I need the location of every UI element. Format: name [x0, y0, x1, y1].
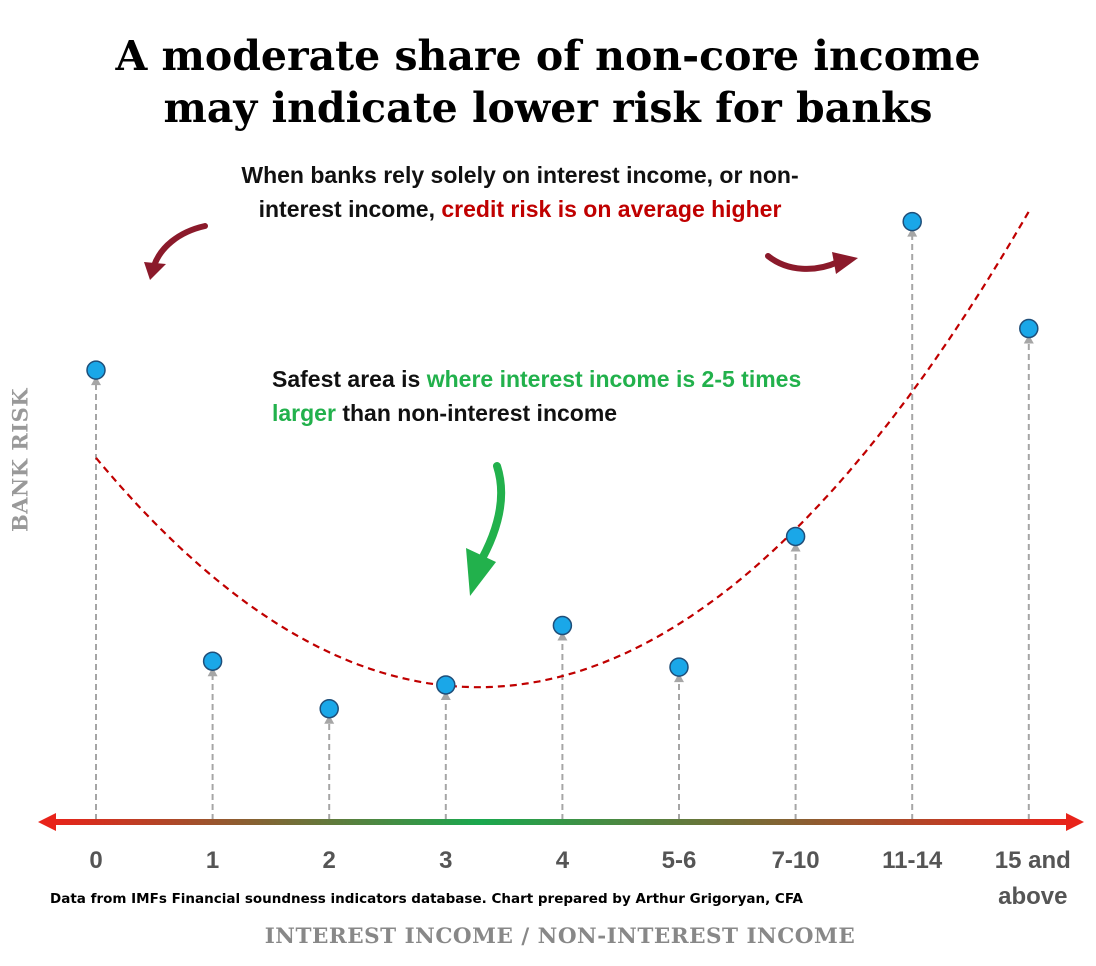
- x-axis-label: INTEREST INCOME / NON-INTEREST INCOME: [264, 924, 856, 949]
- drop-line-arrow: [674, 673, 684, 683]
- drop-line-arrow: [91, 376, 101, 386]
- chart-title-line-1: A moderate share of non-core income: [115, 32, 981, 80]
- annotation-safest-area: Safest area is where interest income is …: [272, 362, 832, 430]
- drop-line-arrow: [440, 690, 451, 700]
- chart-title: A moderate share of non-core income may …: [0, 30, 1096, 134]
- x-tick-label: 4: [555, 847, 570, 874]
- trendline: [95, 210, 1030, 689]
- chart-title-line-2: may indicate lower risk for banks: [163, 84, 933, 132]
- curved-arrow-down-head: [466, 548, 496, 596]
- annotation-credit-risk-highlight: credit risk is on average higher: [441, 196, 782, 222]
- drop-line-arrow: [207, 667, 218, 677]
- annotation-safest-area-text: Safest area is: [272, 366, 427, 392]
- y-axis-label: BANK RISK: [7, 388, 33, 532]
- data-point: [552, 615, 573, 636]
- data-point: [669, 657, 689, 677]
- drop-line-arrow: [557, 631, 568, 641]
- x-tick-label: 0: [89, 847, 103, 874]
- x-tick-label: 2: [322, 847, 336, 874]
- curved-arrow-right: [765, 253, 841, 272]
- drop-line-arrow: [907, 227, 918, 237]
- annotation-safest-area-text-end: than non-interest income: [335, 400, 618, 426]
- curved-arrow-right-head: [832, 252, 858, 274]
- curved-arrow-down: [474, 462, 506, 570]
- x-tick-label: 1: [205, 847, 220, 874]
- data-point: [202, 651, 223, 671]
- annotation-credit-risk: When banks rely solely on interest incom…: [240, 158, 800, 226]
- x-tick-label: 5-6: [661, 847, 697, 874]
- annotation-safest-area-highlight: where interest income is 2-5 times large…: [272, 366, 802, 426]
- data-point: [785, 526, 806, 547]
- data-point: [1019, 318, 1039, 339]
- source-note: Data from IMFs Financial soundness indic…: [50, 891, 803, 907]
- x-axis-arrow-left: [38, 813, 56, 831]
- curved-arrow-left-head: [144, 262, 166, 280]
- x-axis-line: [52, 819, 1070, 825]
- data-point: [319, 698, 339, 719]
- data-point: [436, 675, 456, 695]
- drop-line-arrow: [1023, 334, 1034, 344]
- data-point: [902, 211, 922, 232]
- curved-arrow-left: [151, 223, 208, 269]
- drop-line-arrow: [324, 714, 335, 724]
- x-tick-label: 15 and above: [994, 847, 1071, 910]
- x-tick-label: 3: [439, 847, 453, 874]
- data-point: [86, 360, 106, 380]
- annotation-credit-risk-text: When banks rely solely on interest incom…: [241, 162, 799, 222]
- x-tick-label: 7-10: [771, 847, 820, 874]
- drop-line-arrow: [790, 542, 801, 552]
- x-tick-label: 11-14: [882, 847, 943, 874]
- x-axis-arrow-right: [1066, 813, 1084, 831]
